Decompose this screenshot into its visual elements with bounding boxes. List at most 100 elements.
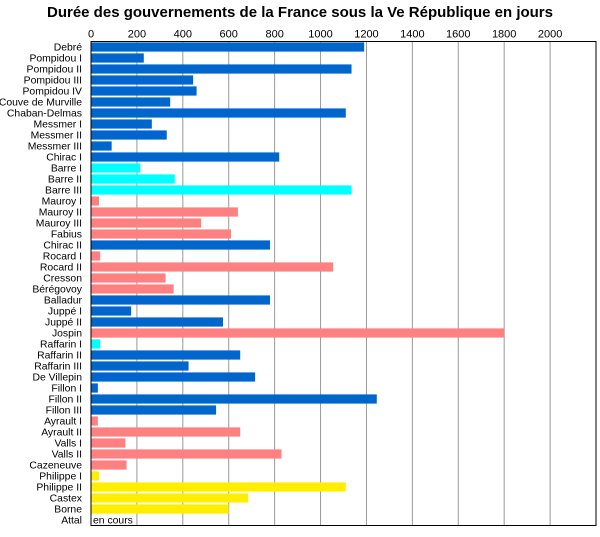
bar [91,328,505,338]
bar [91,416,98,426]
category-label: Borne [54,505,82,516]
category-label: Ayrault II [41,428,82,439]
bar [91,482,346,492]
category-label: Philippe I [39,472,82,483]
bar [91,152,280,162]
category-label: Debré [54,43,83,54]
bar [91,108,346,118]
category-label: Attal [61,516,82,527]
bar [91,262,334,272]
bar [91,504,229,514]
bar [91,86,197,96]
category-label: Philippe II [36,483,82,494]
plot-frame [90,41,597,526]
category-label: Barre I [51,164,82,175]
bar [91,42,365,52]
bar [91,141,112,151]
x-tick-label: 800 [265,29,283,41]
category-label: Barre II [48,175,82,186]
category-label: Ayrault I [44,417,82,428]
category-label: Fillon II [49,395,83,406]
category-label: Balladur [44,296,83,307]
bar [91,97,171,107]
bar [91,471,100,481]
bar [91,427,241,437]
category-label: Bérégovoy [32,285,82,296]
bar [91,383,98,393]
bar [91,53,144,63]
category-label: Cazeneuve [29,461,82,472]
bar [91,229,232,239]
category-label: Pompidou I [29,54,82,65]
category-label: Valls I [54,439,82,450]
category-label: Rocard I [43,252,82,263]
category-label: Raffarin II [37,351,82,362]
category-label: Valls II [52,450,82,461]
bar [91,438,126,448]
bar [91,75,194,85]
category-label: Raffarin I [40,340,82,351]
category-label: Juppé I [48,307,82,318]
bars [91,42,505,514]
category-label: Juppé II [45,318,82,329]
category-label: Mauroy III [36,219,82,230]
bar [91,119,152,129]
category-label: Fillon III [46,406,82,417]
category-label: Cresson [43,274,82,285]
gridlines [136,41,551,526]
bar-note: en cours [93,516,133,527]
x-tick-label: 2000 [538,29,562,41]
bar [91,306,132,316]
bar [91,493,249,503]
category-label: Rocard II [40,263,82,274]
category-label: Fabius [51,230,82,241]
category-label: Jospin [52,329,82,340]
x-tick-label: 1600 [446,29,470,41]
bar [91,196,100,206]
category-label: Mauroy I [42,197,82,208]
bar [91,284,174,294]
category-label: De Villepin [33,373,83,384]
category-label: Pompidou III [24,76,82,87]
bar [91,295,271,305]
category-label: Fillon I [51,384,82,395]
x-tick-label: 600 [220,29,238,41]
category-label: Couve de Murville [0,98,82,109]
chart-title: Durée des gouvernements de la France sou… [47,4,553,21]
bar [91,394,377,404]
x-tick-label: 1000 [308,29,332,41]
category-label: Messmer III [28,142,82,153]
x-tick-label: 400 [174,29,192,41]
category-label: Pompidou II [27,65,82,76]
bar [91,130,167,140]
bar [91,339,101,349]
bar [91,449,282,459]
bar [91,350,241,360]
category-label: Chaban-Delmas [7,109,82,120]
bar [91,163,141,173]
category-label: Barre III [45,186,82,197]
bar [91,64,352,74]
x-tick-label: 0 [88,29,94,41]
category-label: Raffarin III [34,362,82,373]
bar [91,460,127,470]
category-label: Messmer II [31,131,82,142]
bar [91,185,352,195]
category-label: Castex [50,494,83,505]
bar [91,218,202,228]
category-label: Messmer I [34,120,83,131]
bar [91,317,223,327]
bar [91,174,175,184]
bar [91,361,189,371]
bar [91,207,238,217]
category-label: Chirac I [46,153,82,164]
bar [91,273,166,283]
bar [91,251,101,261]
category-label: Mauroy II [39,208,82,219]
x-axis-ticks: 0 200 400 600 800 1000 1200 1400 1600 1800 2000 [88,29,562,41]
bar [91,372,256,382]
bar [91,405,217,415]
category-label: Chirac II [43,241,82,252]
x-tick-label: 1200 [354,29,378,41]
